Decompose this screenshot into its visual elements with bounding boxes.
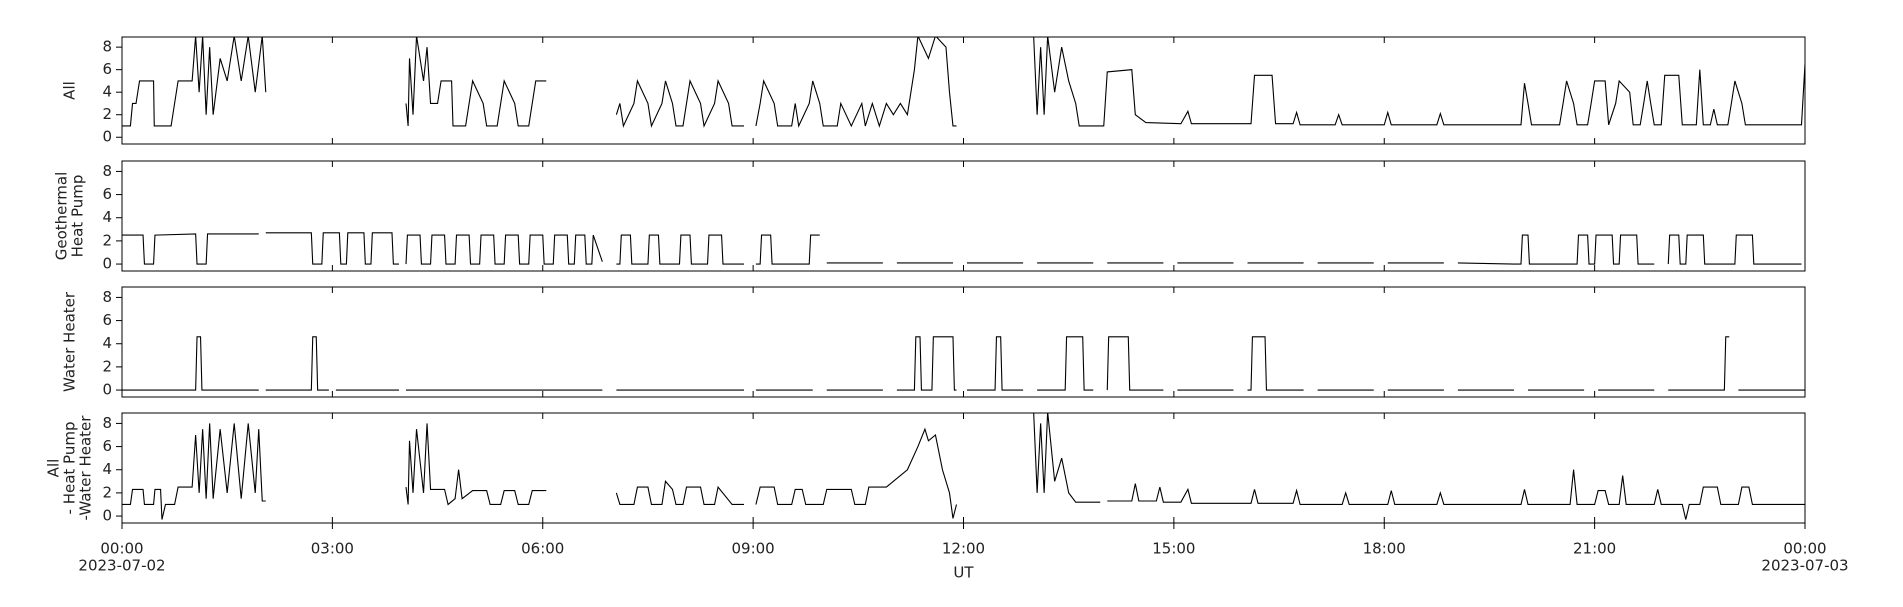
plot-area — [122, 413, 1805, 520]
y-axis-label: All — [61, 81, 79, 100]
x-tick-label: 00:00 — [100, 540, 143, 558]
x-tick-label: 18:00 — [1363, 540, 1406, 558]
data-line — [122, 336, 1805, 391]
y-tick-label: 2 — [102, 105, 112, 123]
x-tick-label: 03:00 — [311, 540, 354, 558]
x-tick-label: 00:00 — [1783, 540, 1826, 558]
y-tick-label: 2 — [102, 231, 112, 249]
x-tick-label: 15:00 — [1152, 540, 1195, 558]
y-tick-label: 6 — [102, 185, 112, 203]
plot-area — [122, 232, 1802, 265]
plot-frame — [121, 36, 1806, 145]
x-tick-date: 2023-07-03 — [1761, 557, 1848, 575]
x-tick-date: 2023-07-02 — [78, 557, 165, 575]
y-tick-label: 4 — [102, 460, 112, 478]
y-tick-label: 6 — [102, 311, 112, 329]
data-line — [122, 413, 1805, 520]
y-tick-label: 8 — [102, 38, 112, 56]
x-tick-label: 09:00 — [732, 540, 775, 558]
y-tick-label: 4 — [102, 334, 112, 352]
y-axis-label: Water Heater — [61, 291, 79, 392]
plot-area — [122, 336, 1805, 391]
data-line — [122, 37, 1805, 128]
y-tick-label: 8 — [102, 162, 112, 180]
plot-frame — [121, 286, 1806, 398]
y-tick-label: 6 — [102, 437, 112, 455]
y-tick-label: 2 — [102, 483, 112, 501]
y-tick-label: 0 — [102, 381, 112, 399]
y-tick-label: 0 — [102, 507, 112, 525]
y-tick-label: 6 — [102, 60, 112, 78]
y-tick-label: 0 — [102, 255, 112, 273]
y-tick-label: 0 — [102, 128, 112, 146]
x-tick-label: 21:00 — [1573, 540, 1616, 558]
plot-frame — [121, 160, 1806, 272]
y-tick-label: 8 — [102, 414, 112, 432]
y-axis-label: -Water Heater — [77, 415, 95, 521]
x-axis-label: UT — [953, 564, 974, 582]
y-tick-label: 2 — [102, 357, 112, 375]
plot-area — [122, 37, 1805, 128]
y-axis-label: All — [45, 459, 63, 478]
x-tick-label: 06:00 — [521, 540, 564, 558]
y-axis-label: Heat Pump — [69, 175, 87, 258]
y-axis-label: Geothermal — [53, 172, 71, 261]
y-tick-label: 4 — [102, 83, 112, 101]
y-tick-label: 8 — [102, 288, 112, 306]
y-tick-label: 4 — [102, 208, 112, 226]
x-tick-label: 12:00 — [942, 540, 985, 558]
y-axis-label: - Heat Pump — [61, 422, 79, 515]
plot-frame — [121, 412, 1806, 524]
data-line — [122, 232, 1802, 265]
